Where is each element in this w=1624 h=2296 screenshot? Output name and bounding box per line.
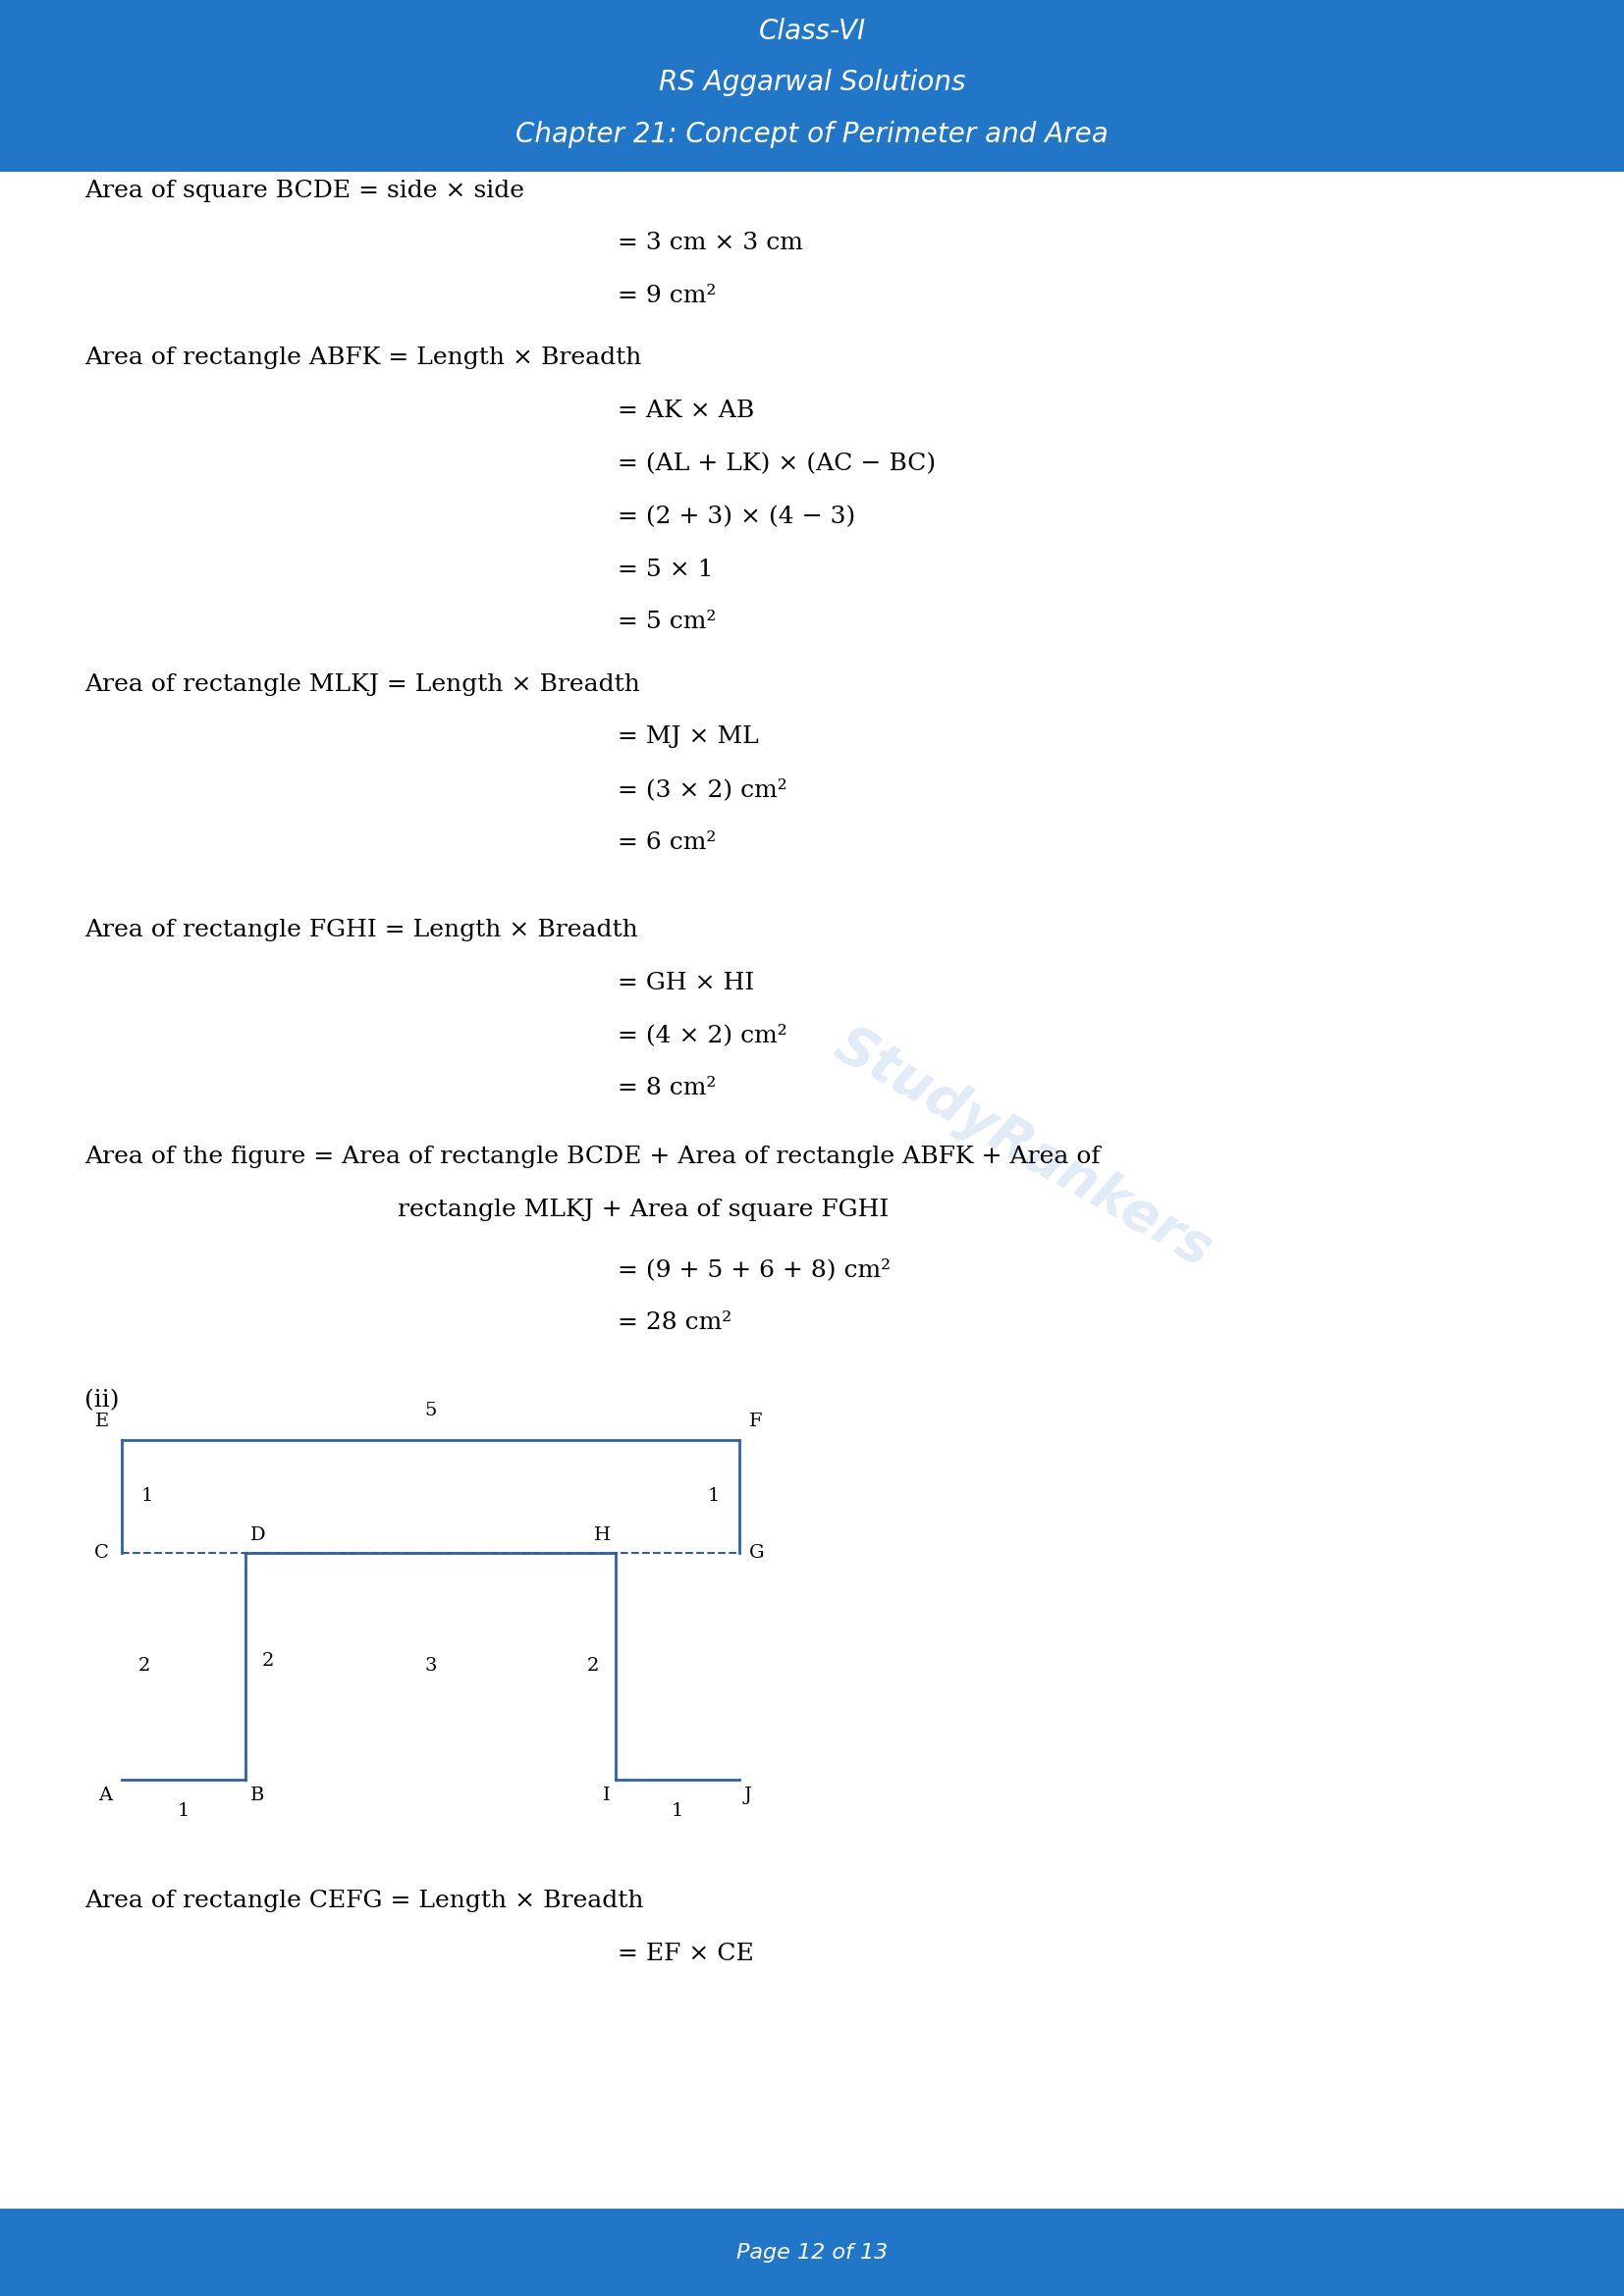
Text: Area of rectangle ABFK = Length × Breadth: Area of rectangle ABFK = Length × Breadt… bbox=[84, 347, 641, 370]
Text: 1: 1 bbox=[141, 1488, 153, 1506]
FancyBboxPatch shape bbox=[0, 0, 1624, 172]
Text: F: F bbox=[749, 1412, 762, 1430]
Text: Chapter 21: Concept of Perimeter and Area: Chapter 21: Concept of Perimeter and Are… bbox=[515, 122, 1109, 147]
Text: = 6 cm²: = 6 cm² bbox=[617, 831, 716, 854]
Text: 1: 1 bbox=[708, 1488, 719, 1506]
Text: Class-VI: Class-VI bbox=[758, 18, 866, 44]
Text: 1: 1 bbox=[671, 1802, 684, 1821]
Text: Page 12 of 13: Page 12 of 13 bbox=[736, 2243, 888, 2262]
Text: = (3 × 2) cm²: = (3 × 2) cm² bbox=[617, 778, 786, 801]
Text: 5: 5 bbox=[424, 1401, 437, 1419]
Text: = AK × AB: = AK × AB bbox=[617, 400, 754, 422]
Text: Area of rectangle CEFG = Length × Breadth: Area of rectangle CEFG = Length × Breadt… bbox=[84, 1890, 643, 1913]
Text: (ii): (ii) bbox=[84, 1389, 119, 1412]
Text: = MJ × ML: = MJ × ML bbox=[617, 726, 758, 748]
Text: J: J bbox=[744, 1786, 752, 1805]
Text: H: H bbox=[594, 1527, 611, 1543]
Text: 2: 2 bbox=[138, 1658, 149, 1676]
Text: RS Aggarwal Solutions: RS Aggarwal Solutions bbox=[659, 69, 965, 96]
Text: = (4 × 2) cm²: = (4 × 2) cm² bbox=[617, 1024, 786, 1047]
Text: = 5 cm²: = 5 cm² bbox=[617, 611, 716, 634]
Text: = 3 cm × 3 cm: = 3 cm × 3 cm bbox=[617, 232, 802, 255]
Text: StudyRankers: StudyRankers bbox=[825, 1019, 1221, 1277]
Text: = (2 + 3) × (4 − 3): = (2 + 3) × (4 − 3) bbox=[617, 505, 854, 528]
Text: Area of rectangle MLKJ = Length × Breadth: Area of rectangle MLKJ = Length × Breadt… bbox=[84, 673, 640, 696]
Text: = 28 cm²: = 28 cm² bbox=[617, 1311, 731, 1334]
Text: Area of the figure = Area of rectangle BCDE + Area of rectangle ABFK + Area of: Area of the figure = Area of rectangle B… bbox=[84, 1146, 1101, 1169]
Text: rectangle MLKJ + Area of square FGHI: rectangle MLKJ + Area of square FGHI bbox=[398, 1199, 888, 1221]
Text: I: I bbox=[603, 1786, 611, 1805]
Text: 3: 3 bbox=[424, 1658, 437, 1676]
Text: Area of square BCDE = side × side: Area of square BCDE = side × side bbox=[84, 179, 525, 202]
Text: = 9 cm²: = 9 cm² bbox=[617, 285, 716, 308]
Text: 1: 1 bbox=[177, 1802, 190, 1821]
Text: E: E bbox=[94, 1412, 109, 1430]
Text: Area of rectangle FGHI = Length × Breadth: Area of rectangle FGHI = Length × Breadt… bbox=[84, 918, 638, 941]
Text: 2: 2 bbox=[261, 1651, 273, 1669]
Text: G: G bbox=[749, 1543, 763, 1561]
Text: = 5 × 1: = 5 × 1 bbox=[617, 558, 713, 581]
Text: = GH × HI: = GH × HI bbox=[617, 971, 754, 994]
Text: = EF × CE: = EF × CE bbox=[617, 1942, 754, 1965]
Text: = 8 cm²: = 8 cm² bbox=[617, 1077, 716, 1100]
FancyBboxPatch shape bbox=[0, 2209, 1624, 2296]
Text: = (AL + LK) × (AC − BC): = (AL + LK) × (AC − BC) bbox=[617, 452, 935, 475]
Text: A: A bbox=[97, 1786, 112, 1805]
Text: 2: 2 bbox=[588, 1658, 599, 1676]
Text: C: C bbox=[94, 1543, 109, 1561]
Text: B: B bbox=[250, 1786, 265, 1805]
Text: = (9 + 5 + 6 + 8) cm²: = (9 + 5 + 6 + 8) cm² bbox=[617, 1258, 890, 1281]
Text: D: D bbox=[250, 1527, 265, 1543]
